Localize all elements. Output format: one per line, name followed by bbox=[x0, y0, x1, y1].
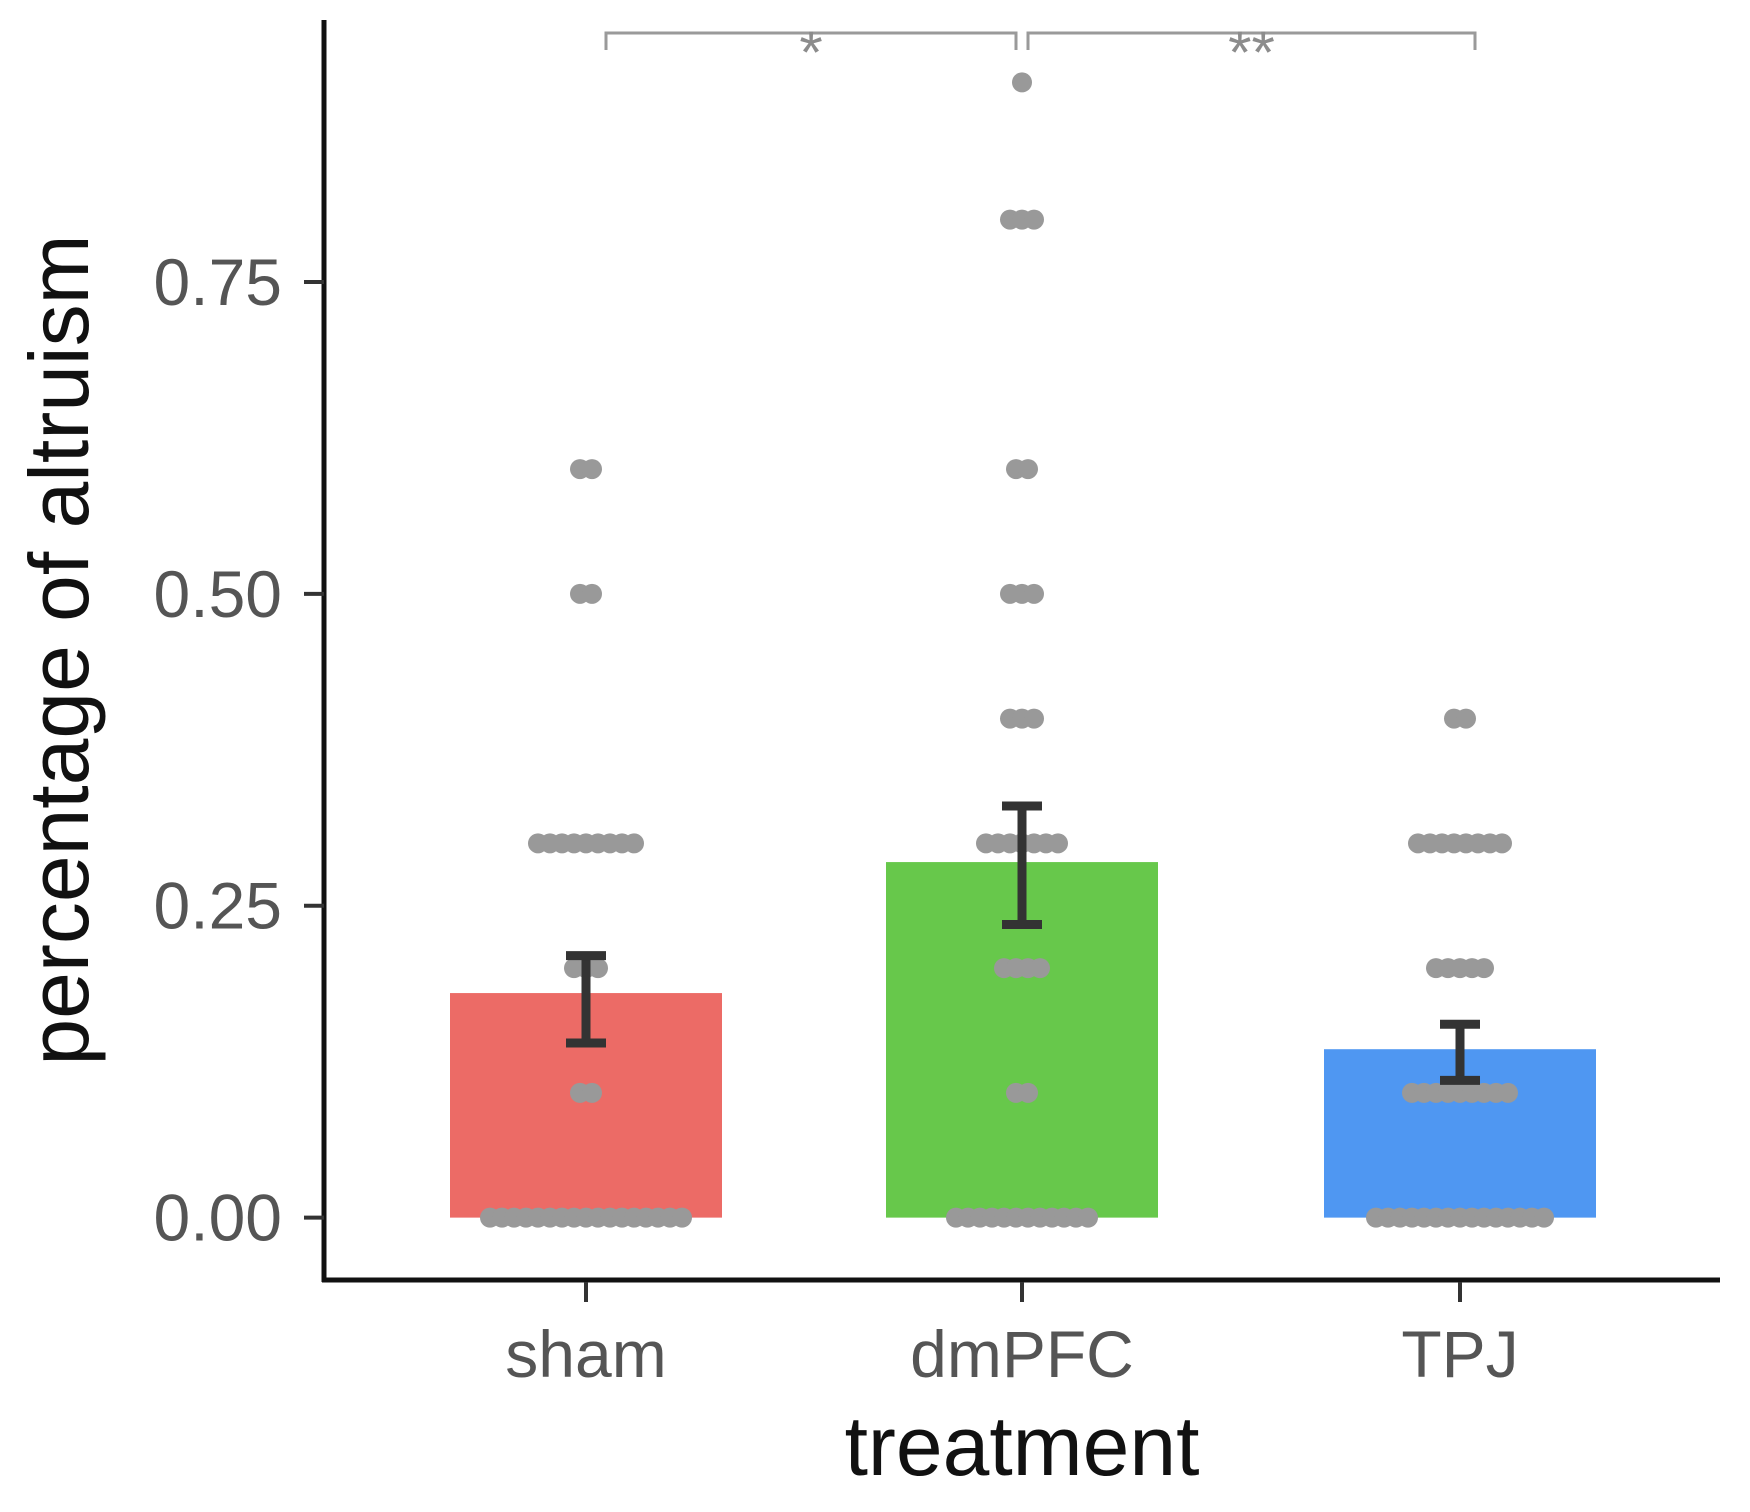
data-point bbox=[1012, 72, 1032, 93]
x-tick-label: dmPFC bbox=[910, 1317, 1134, 1391]
x-tick-label: TPJ bbox=[1401, 1317, 1518, 1391]
data-point bbox=[1024, 708, 1044, 729]
data-point bbox=[582, 459, 602, 480]
x-tick-label: sham bbox=[505, 1317, 666, 1391]
y-tick-label: 0.75 bbox=[154, 245, 282, 319]
data-point bbox=[1498, 1082, 1518, 1103]
data-point bbox=[1018, 459, 1038, 480]
y-tick-label: 0.25 bbox=[154, 869, 282, 943]
data-point bbox=[672, 1207, 692, 1228]
data-point bbox=[1492, 833, 1512, 854]
y-axis-ticks: 0.00 0.25 0.50 0.75 bbox=[154, 245, 324, 1255]
significance-label: * bbox=[799, 19, 822, 86]
data-point bbox=[1078, 1207, 1098, 1228]
x-axis-ticks: sham dmPFC TPJ bbox=[505, 1282, 1519, 1391]
data-point bbox=[582, 1082, 602, 1103]
data-point bbox=[582, 583, 602, 604]
data-point bbox=[1018, 1082, 1038, 1103]
y-tick-label: 0.00 bbox=[154, 1181, 282, 1255]
data-point bbox=[1048, 833, 1068, 854]
significance-layer: * ** bbox=[604, 19, 1477, 86]
significance-label: ** bbox=[1228, 19, 1275, 86]
data-point bbox=[1534, 1207, 1554, 1228]
points-layer bbox=[480, 72, 1554, 1228]
significance-bracket bbox=[604, 31, 1018, 50]
y-axis-title: percentage of altruism bbox=[12, 234, 106, 1065]
data-point bbox=[624, 833, 644, 854]
significance-bracket bbox=[1026, 31, 1477, 50]
x-axis-title: treatment bbox=[845, 1399, 1200, 1493]
y-tick-label: 0.50 bbox=[154, 557, 282, 631]
data-point bbox=[1030, 958, 1050, 979]
errorbars-layer bbox=[566, 801, 1480, 1085]
data-point bbox=[1024, 209, 1044, 230]
data-point bbox=[1474, 958, 1494, 979]
data-point bbox=[1456, 708, 1476, 729]
data-point bbox=[1024, 583, 1044, 604]
data-point bbox=[588, 958, 608, 979]
